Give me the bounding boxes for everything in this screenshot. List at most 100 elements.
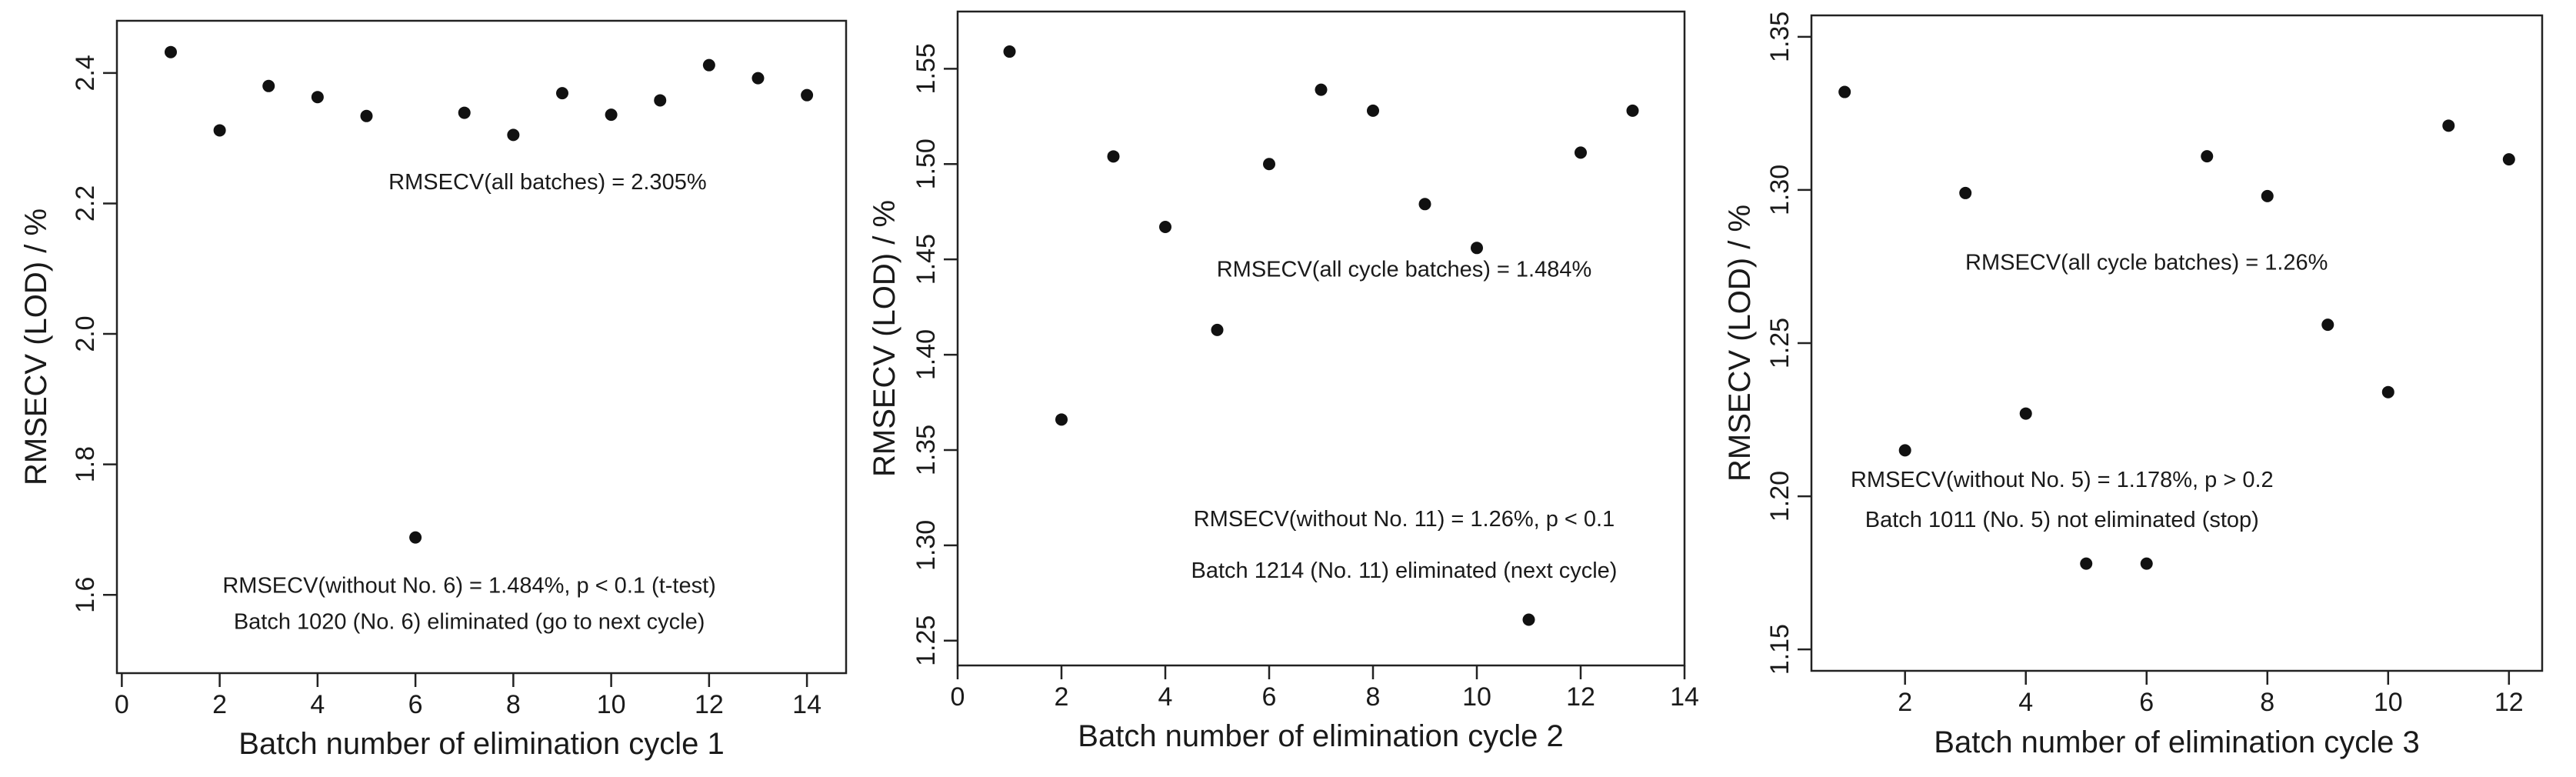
y-tick-label-2-1.30: 1.30 <box>911 520 941 571</box>
data-point-1-batch-7 <box>458 106 471 119</box>
data-point-1-batch-13 <box>751 72 765 85</box>
plot-frame-3 <box>1810 14 2544 672</box>
x-tick-label-3-2: 2 <box>1898 688 1912 717</box>
x-tick-label-1-10: 10 <box>597 690 626 719</box>
x-tick-label-2-2: 2 <box>1055 682 1069 712</box>
annotation-2-3: Batch 1214 (No. 11) eliminated (next cyc… <box>1191 559 1618 583</box>
data-point-2-batch-4 <box>1159 221 1171 234</box>
x-tick-label-1-12: 12 <box>695 690 724 719</box>
x-tick-label-3-6: 6 <box>2139 688 2154 717</box>
x-tick-label-1-4: 4 <box>310 690 325 719</box>
annotation-3-2: RMSECV(without No. 5) = 1.178%, p > 0.2 <box>1851 468 2274 492</box>
x-tick-label-3-4: 4 <box>2018 688 2033 717</box>
data-point-3-batch-1 <box>1838 85 1851 98</box>
data-point-3-batch-3 <box>1959 186 1972 199</box>
data-point-1-batch-6 <box>409 531 422 544</box>
plot-frame-1 <box>115 19 848 675</box>
annotation-1-1: RMSECV(all batches) = 2.305% <box>388 170 706 195</box>
annotation-3-1: RMSECV(all cycle batches) = 1.26% <box>1965 250 2328 275</box>
x-tick-label-1-14: 14 <box>792 690 821 719</box>
y-tick-label-1-2.2: 2.2 <box>71 185 100 222</box>
data-point-1-batch-3 <box>262 79 275 92</box>
annotation-3-3: Batch 1011 (No. 5) not eliminated (stop) <box>1865 508 2259 532</box>
x-tick-label-2-12: 12 <box>1566 682 1595 712</box>
y-tick-label-2-1.35: 1.35 <box>911 425 941 475</box>
y-tick-label-2-1.45: 1.45 <box>911 234 941 285</box>
x-tick-label-1-0: 0 <box>115 690 129 719</box>
plot-frame-2 <box>956 10 1686 667</box>
y-tick-label-3-1.15: 1.15 <box>1765 624 1795 675</box>
x-tick-label-1-8: 8 <box>506 690 521 719</box>
x-tick-label-2-0: 0 <box>951 682 965 712</box>
y-tick-label-2-1.40: 1.40 <box>911 329 941 380</box>
data-point-1-batch-10 <box>605 108 618 122</box>
y-tick-label-3-1.30: 1.30 <box>1765 165 1795 215</box>
x-tick-label-2-10: 10 <box>1462 682 1491 712</box>
data-point-1-batch-12 <box>702 58 715 72</box>
data-point-3-batch-8 <box>2261 189 2274 202</box>
data-point-3-batch-10 <box>2381 385 2394 399</box>
data-point-2-batch-12 <box>1575 146 1587 159</box>
x-tick-label-1-6: 6 <box>408 690 423 719</box>
data-point-1-batch-5 <box>360 109 373 122</box>
annotation-1-2: RMSECV(without No. 6) = 1.484%, p < 0.1 … <box>222 574 715 599</box>
y-axis-title-1: RMSECV (LOD) / % <box>19 208 53 485</box>
data-point-1-batch-11 <box>654 94 667 107</box>
x-tick-label-2-14: 14 <box>1670 682 1699 712</box>
x-axis-title-2: Batch number of elimination cycle 2 <box>1078 719 1563 753</box>
data-point-1-batch-14 <box>801 88 814 102</box>
data-point-2-batch-1 <box>1003 45 1016 58</box>
x-tick-label-3-8: 8 <box>2260 688 2274 717</box>
y-tick-label-2-1.25: 1.25 <box>911 615 941 666</box>
data-point-3-batch-4 <box>2019 407 2032 420</box>
x-tick-label-2-6: 6 <box>1262 682 1277 712</box>
data-point-1-batch-1 <box>164 45 177 58</box>
x-tick-label-1-2: 2 <box>212 690 227 719</box>
data-point-1-batch-4 <box>311 91 324 104</box>
data-point-2-batch-9 <box>1418 198 1431 211</box>
x-tick-label-3-10: 10 <box>2374 688 2403 717</box>
data-point-1-batch-9 <box>555 87 568 100</box>
data-point-3-batch-5 <box>2080 557 2093 570</box>
data-point-3-batch-2 <box>1898 444 1911 457</box>
panel-cycle-2: 0 2 4 6 8 10 12 14 1.25 1.30 1.35 1.40 1.45 1.50 1.55… <box>868 10 1699 753</box>
panel-cycle-1: 0 2 4 6 8 10 12 14 1.6 1.8 2.0 2.2 2.4 RMSECV(all b… <box>19 19 848 761</box>
data-point-2-batch-5 <box>1211 323 1224 336</box>
data-point-2-batch-2 <box>1055 413 1068 426</box>
y-tick-label-2-1.55: 1.55 <box>911 43 941 94</box>
data-point-2-batch-8 <box>1367 104 1379 117</box>
annotation-1-3: Batch 1020 (No. 6) eliminated (go to nex… <box>234 609 705 634</box>
y-tick-label-1-2.4: 2.4 <box>71 55 100 91</box>
x-axis-title-1: Batch number of elimination cycle 1 <box>238 727 724 761</box>
annotation-2-2: RMSECV(without No. 11) = 1.26%, p < 0.1 <box>1194 507 1615 532</box>
y-tick-label-3-1.25: 1.25 <box>1765 318 1795 368</box>
data-point-3-batch-11 <box>2442 119 2455 132</box>
x-tick-label-3-12: 12 <box>2494 688 2524 717</box>
y-tick-label-1-1.6: 1.6 <box>71 577 100 613</box>
x-tick-label-2-8: 8 <box>1366 682 1381 712</box>
data-point-1-batch-8 <box>507 128 520 142</box>
y-tick-label-3-1.35: 1.35 <box>1765 12 1795 62</box>
panel-cycle-3: 2 4 6 8 10 12 1.15 1.20 1.25 1.30 1.35 RMSECV(all… <box>1723 12 2544 759</box>
data-point-3-batch-9 <box>2321 318 2334 332</box>
x-axis-title-3: Batch number of elimination cycle 3 <box>1934 725 2419 759</box>
data-point-3-batch-6 <box>2140 557 2153 570</box>
y-axis-title-3: RMSECV (LOD) / % <box>1723 205 1757 482</box>
x-tick-label-2-4: 4 <box>1158 682 1173 712</box>
y-tick-label-3-1.20: 1.20 <box>1765 471 1795 522</box>
y-tick-label-1-2.0: 2.0 <box>71 315 100 352</box>
data-point-2-batch-7 <box>1315 83 1328 96</box>
data-point-2-batch-11 <box>1522 613 1535 626</box>
data-point-3-batch-7 <box>2201 150 2214 163</box>
y-axis-title-2: RMSECV (LOD) / % <box>868 200 901 477</box>
annotation-2-1: RMSECV(all cycle batches) = 1.484% <box>1217 257 1592 282</box>
y-tick-label-2-1.50: 1.50 <box>911 138 941 189</box>
y-tick-label-1-1.8: 1.8 <box>71 446 100 482</box>
data-point-2-batch-13 <box>1626 104 1639 117</box>
data-point-1-batch-2 <box>213 124 226 137</box>
data-point-3-batch-12 <box>2502 153 2515 166</box>
data-point-2-batch-6 <box>1263 158 1275 171</box>
data-point-2-batch-10 <box>1471 242 1483 255</box>
data-point-2-batch-3 <box>1107 150 1120 163</box>
